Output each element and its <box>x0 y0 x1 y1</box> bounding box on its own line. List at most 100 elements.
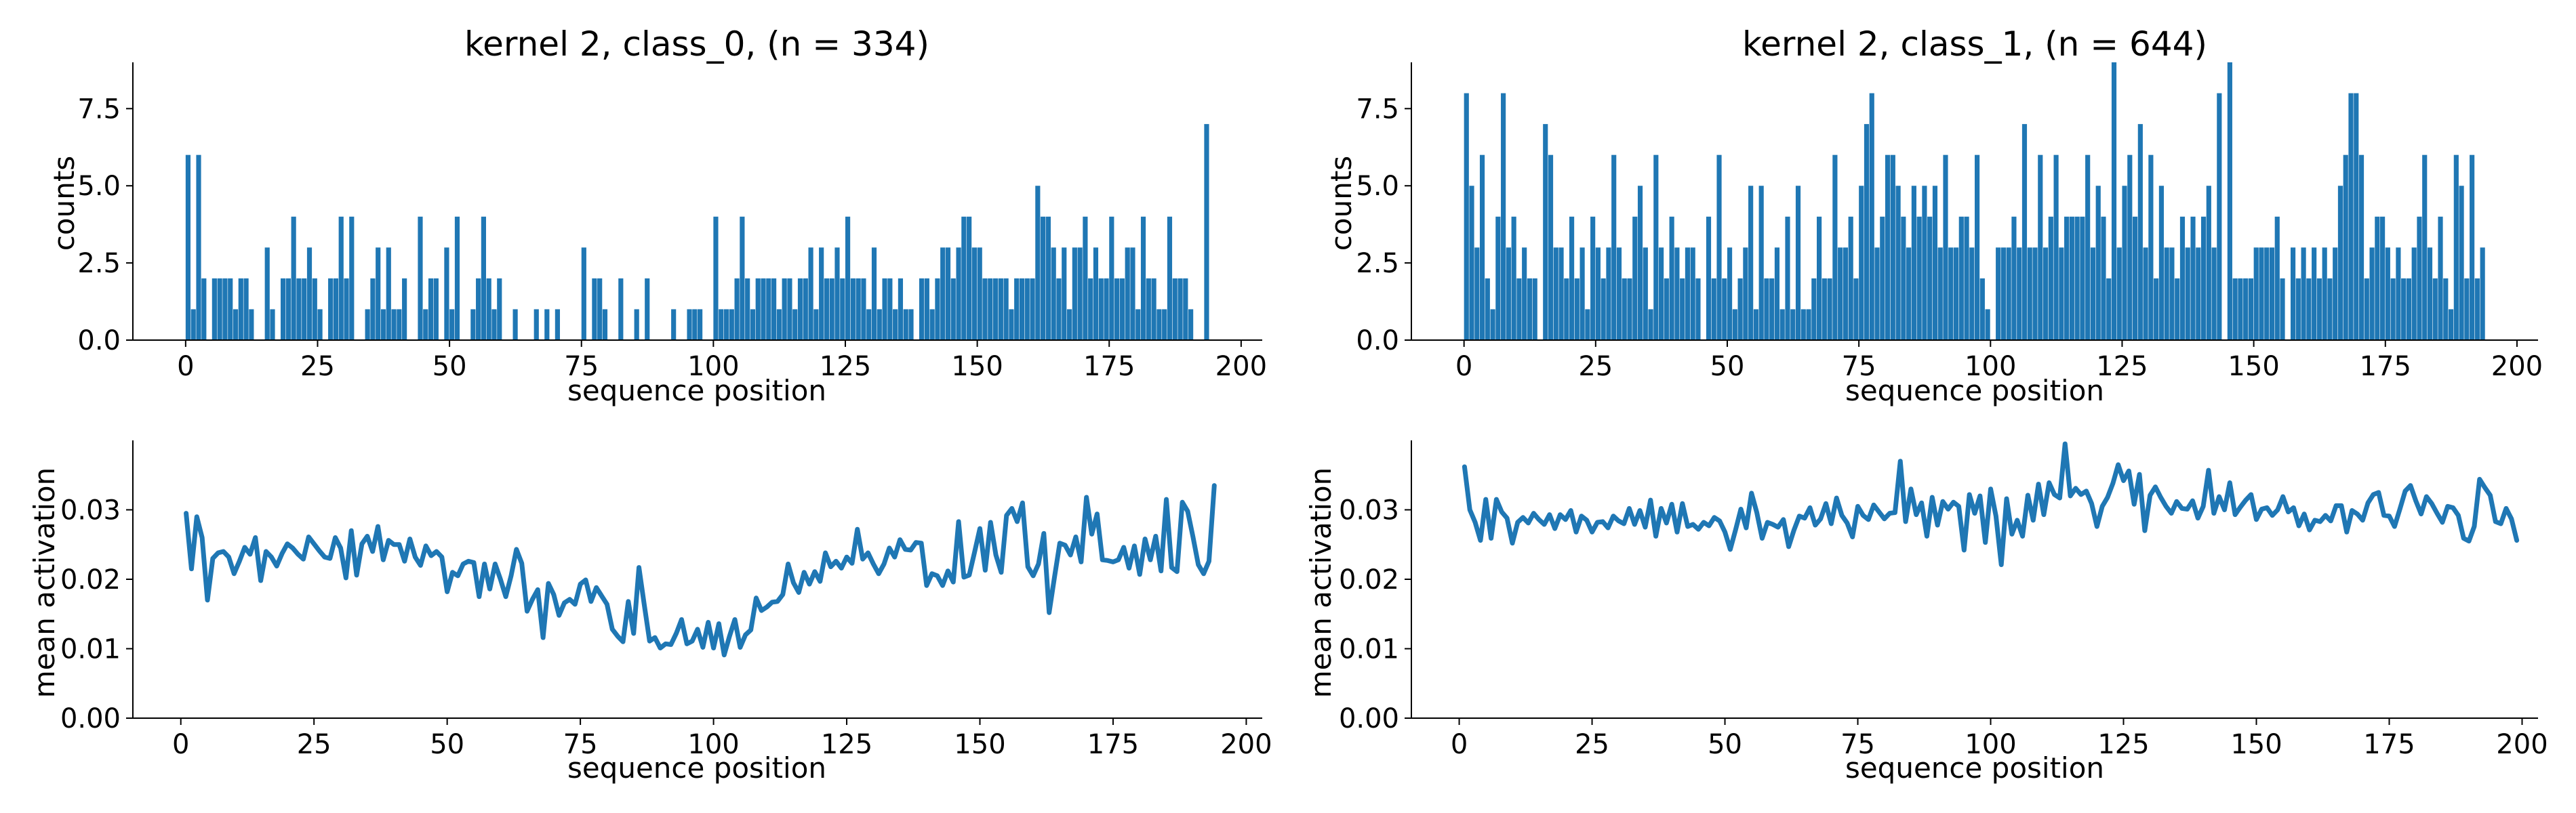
bar <box>402 278 407 340</box>
bar <box>671 309 677 340</box>
bar <box>1485 278 1490 340</box>
bar <box>1911 186 1916 340</box>
bar <box>2048 216 2053 340</box>
bar <box>2295 278 2301 340</box>
y-tick-label: 0.0 <box>1356 325 1399 356</box>
bar <box>1558 247 1564 340</box>
bar <box>238 278 243 340</box>
bar <box>813 309 819 340</box>
bar <box>2248 278 2254 340</box>
bar <box>2337 186 2343 340</box>
bar <box>2127 154 2133 341</box>
bar <box>2038 154 2043 341</box>
bar <box>1522 247 1527 340</box>
bar <box>1748 186 1754 340</box>
y-tick-label: 0.03 <box>1339 495 1399 526</box>
bar <box>2148 154 2154 341</box>
bar <box>1135 309 1141 340</box>
bar <box>935 278 940 340</box>
bar <box>2259 247 2264 340</box>
bar <box>470 309 476 340</box>
bar <box>2211 247 2217 340</box>
bar <box>1548 154 1554 341</box>
bar <box>1969 247 1975 340</box>
bar <box>1162 309 1167 340</box>
bar <box>893 309 898 340</box>
bar <box>967 216 972 340</box>
bar <box>1104 278 1109 340</box>
bar <box>1822 278 1827 340</box>
bar <box>940 247 946 340</box>
bar <box>2074 216 2080 340</box>
bar <box>212 278 217 340</box>
bar <box>866 309 872 340</box>
bar <box>618 278 624 340</box>
x-axis-label: sequence position <box>1845 751 2104 785</box>
bar <box>1167 216 1173 340</box>
bar <box>961 216 967 340</box>
bar <box>280 278 286 340</box>
bar <box>1474 247 1480 340</box>
bar <box>1996 247 2001 340</box>
bar <box>1564 278 1569 340</box>
chart-title: kernel 2, class_0, (n = 334) <box>464 24 929 64</box>
bar <box>2322 247 2327 340</box>
bar <box>317 309 323 340</box>
bar <box>1779 309 1785 340</box>
x-tick-label: 100 <box>687 351 739 382</box>
bar <box>190 309 196 340</box>
bar <box>1838 247 1843 340</box>
bar <box>486 278 491 340</box>
bar <box>249 309 254 340</box>
bar <box>2122 186 2127 340</box>
x-tick-label: 150 <box>2228 351 2279 382</box>
bar <box>740 216 745 340</box>
bar <box>2333 247 2338 340</box>
bar <box>1985 309 1990 340</box>
bar <box>634 309 639 340</box>
bar <box>1606 247 1611 340</box>
bar <box>1183 278 1188 340</box>
bar <box>2027 247 2032 340</box>
x-tick-label: 25 <box>1578 351 1613 382</box>
x-tick-label: 200 <box>1215 351 1267 382</box>
bar <box>428 278 434 340</box>
bar <box>2158 186 2164 340</box>
bar <box>1764 278 1769 340</box>
bar <box>2227 62 2232 340</box>
bar <box>1574 278 1579 340</box>
bar <box>2143 247 2148 340</box>
bar <box>1178 278 1183 340</box>
bar <box>1637 186 1643 340</box>
bar <box>2042 247 2049 340</box>
x-tick-label: 125 <box>820 351 871 382</box>
bar <box>2375 216 2380 340</box>
bar <box>2232 278 2238 340</box>
bar <box>1066 309 1072 340</box>
histogram-class-1-panel: kernel 2, class_1, (n = 644) sequence po… <box>1325 24 2543 407</box>
bar <box>1769 278 1775 340</box>
x-tick-label: 75 <box>1842 351 1876 382</box>
y-tick-label: 5.0 <box>77 171 121 202</box>
bar <box>2175 278 2180 340</box>
bar <box>2095 186 2101 340</box>
bar <box>2269 247 2275 340</box>
bar <box>771 278 777 340</box>
bar <box>919 278 925 340</box>
bar <box>196 154 201 341</box>
bar <box>1695 278 1701 340</box>
bar <box>476 278 481 340</box>
x-tick-label: 50 <box>430 729 464 760</box>
bar <box>2432 278 2438 340</box>
bar <box>924 278 929 340</box>
series-line <box>184 483 1217 658</box>
bar <box>2380 216 2386 340</box>
bar <box>1019 278 1025 340</box>
bar <box>998 278 1003 340</box>
x-tick-label: 0 <box>1451 729 1468 760</box>
bar <box>1611 154 1617 341</box>
bar <box>1864 124 1870 341</box>
bar <box>1669 216 1674 340</box>
bar <box>782 278 787 340</box>
bar <box>1979 278 1985 340</box>
